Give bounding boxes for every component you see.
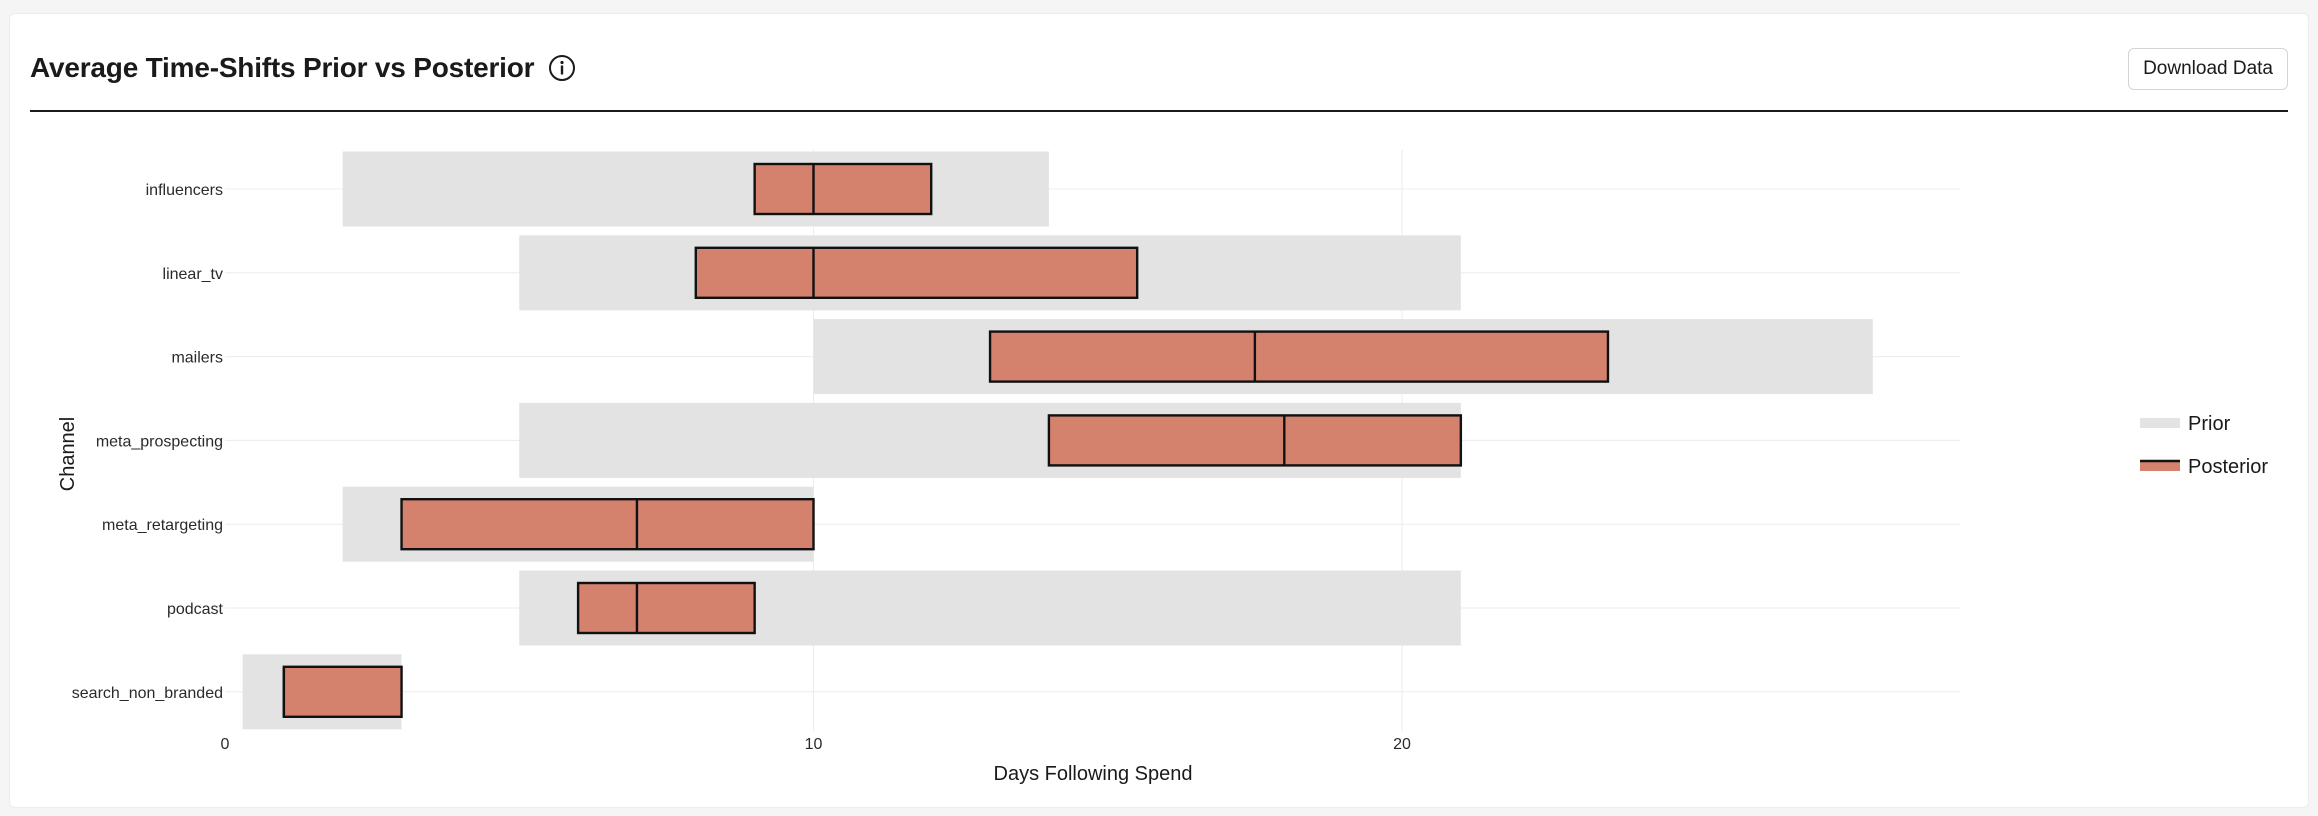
posterior-box-linear_tv[interactable] bbox=[694, 246, 1139, 300]
y-tick-label: influencers bbox=[146, 182, 223, 199]
x-axis-title: Days Following Spend bbox=[994, 763, 1193, 785]
x-tick-label: 0 bbox=[221, 736, 230, 753]
posterior-box-influencers[interactable] bbox=[753, 162, 933, 216]
x-tick-labels: 0 10 20 bbox=[221, 736, 1411, 753]
legend-posterior-label: Posterior bbox=[2188, 456, 2268, 478]
y-tick-label: podcast bbox=[167, 601, 224, 618]
chart-header: Average Time-Shifts Prior vs Posterior D… bbox=[30, 34, 2288, 112]
info-icon[interactable] bbox=[548, 54, 576, 82]
posterior-box-meta_prospecting[interactable] bbox=[1047, 414, 1463, 467]
x-tick-label: 10 bbox=[805, 736, 823, 753]
y-tick-label: meta_prospecting bbox=[96, 433, 223, 450]
title-row: Average Time-Shifts Prior vs Posterior bbox=[30, 52, 576, 84]
chart-title: Average Time-Shifts Prior vs Posterior bbox=[30, 52, 535, 83]
y-axis-title: Channel bbox=[57, 417, 79, 492]
x-tick-label: 20 bbox=[1393, 736, 1411, 753]
posterior-layer bbox=[282, 162, 1610, 718]
chart-card: Average Time-Shifts Prior vs Posterior D… bbox=[9, 13, 2309, 808]
y-tick-label: linear_tv bbox=[163, 266, 223, 283]
legend-posterior-swatch bbox=[2140, 461, 2180, 471]
y-tick-label: search_non_branded bbox=[72, 685, 223, 702]
legend-prior-swatch bbox=[2140, 418, 2180, 428]
posterior-box-meta_retargeting[interactable] bbox=[400, 498, 815, 551]
legend-prior-label: Prior bbox=[2188, 413, 2231, 435]
posterior-box-search_non_branded[interactable] bbox=[282, 665, 403, 718]
posterior-box-podcast[interactable] bbox=[576, 581, 756, 635]
download-data-button[interactable]: Download Data bbox=[2128, 48, 2288, 90]
y-tick-label: mailers bbox=[171, 350, 223, 367]
y-tick-label: meta_retargeting bbox=[102, 517, 223, 534]
posterior-box-mailers[interactable] bbox=[988, 330, 1610, 383]
legend: Prior Posterior bbox=[2140, 413, 2268, 478]
prior-band-influencers bbox=[342, 151, 1049, 227]
